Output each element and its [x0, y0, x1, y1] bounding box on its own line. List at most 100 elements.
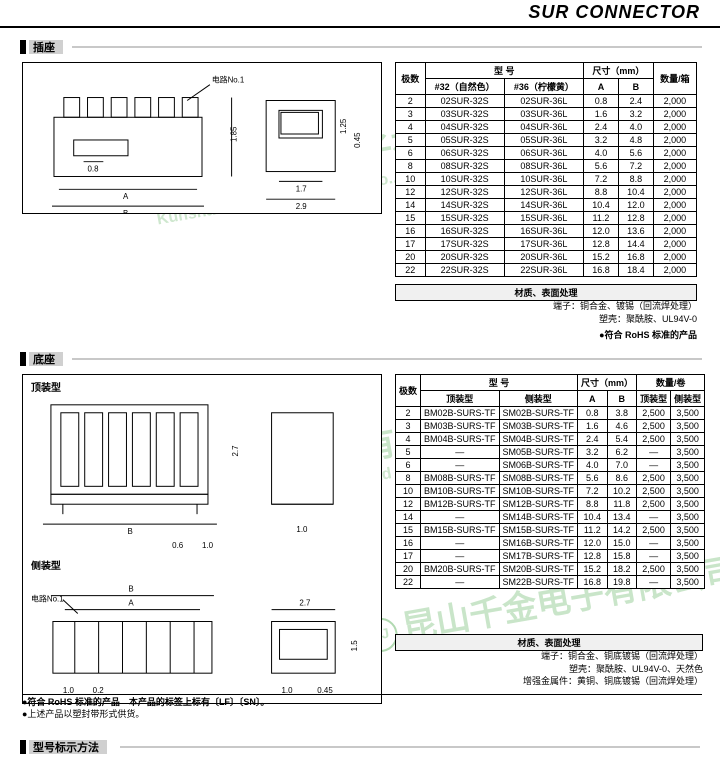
table-cell: BM02B-SURS-TF	[421, 407, 500, 420]
table-cell: BM04B-SURS-TF	[421, 433, 500, 446]
table-cell: BM15B-SURS-TF	[421, 524, 500, 537]
table-cell: 17	[396, 550, 421, 563]
table-cell: 22SUR-32S	[425, 264, 504, 277]
svg-text:B: B	[123, 209, 128, 213]
table-cell: 06SUR-36L	[504, 147, 583, 160]
base-diagram: 顶装型 B 0.6 1.0 2.7 1.0 侧装型 电路No.1	[22, 374, 382, 704]
table-cell: 2,500	[637, 407, 671, 420]
circuit-label: 电路No.1	[212, 75, 244, 85]
table-cell: 2,000	[653, 147, 696, 160]
table-cell: 06SUR-32S	[425, 147, 504, 160]
socket-table: 极数 型 号 尺寸（mm） 数量/箱 #32（自然色） #36（柠檬黄） A B…	[395, 62, 697, 277]
table-cell: 2.4	[578, 433, 608, 446]
table-cell: 19.8	[607, 576, 637, 589]
material-header: 材质、表面处理	[396, 635, 703, 651]
th-qty: 数量/卷	[637, 375, 705, 391]
svg-text:1.85: 1.85	[230, 126, 239, 142]
table-row: 20BM20B-SURS-TFSM20B-SURS-TF15.218.22,50…	[396, 563, 705, 576]
th-model: 型 号	[425, 63, 583, 79]
table-row: 606SUR-32S06SUR-36L4.05.62,000	[396, 147, 697, 160]
table-cell: 7.2	[584, 173, 619, 186]
table-cell: 2,000	[653, 108, 696, 121]
table-cell: 3.2	[584, 134, 619, 147]
table-cell: 6	[396, 459, 421, 472]
table-cell: 2,500	[637, 485, 671, 498]
table-cell: 12	[396, 186, 426, 199]
table-cell: 15.2	[578, 563, 608, 576]
note-housing: 塑壳：聚酰胺、UL94V-0	[395, 313, 697, 326]
table-cell: 6	[396, 147, 426, 160]
table-cell: 4.0	[584, 147, 619, 160]
table-cell: BM10B-SURS-TF	[421, 485, 500, 498]
table-cell: 3,500	[671, 407, 705, 420]
table-cell: 16.8	[578, 576, 608, 589]
table-cell: 03SUR-36L	[504, 108, 583, 121]
th-poles: 极数	[396, 63, 426, 95]
table-cell: 2	[396, 95, 426, 108]
socket-diagram: 电路No.1 0.8 A B 1.85 1.25 0.45 1.7 2.9	[22, 62, 382, 214]
title-rule	[0, 26, 720, 28]
svg-text:1.25: 1.25	[339, 118, 348, 134]
section-block-icon	[20, 740, 26, 754]
th-model: 型 号	[421, 375, 578, 391]
table-cell: 4.0	[578, 459, 608, 472]
section-block-icon	[20, 40, 26, 54]
table-cell: 12.0	[578, 537, 608, 550]
table-cell: 8.8	[578, 498, 608, 511]
svg-text:2.7: 2.7	[231, 445, 240, 457]
table-row: 1212SUR-32S12SUR-36L8.810.42,000	[396, 186, 697, 199]
table-cell: —	[421, 576, 500, 589]
section-header-socket: 插座	[20, 40, 63, 54]
table-cell: 2,000	[653, 160, 696, 173]
table-cell: 3,500	[671, 563, 705, 576]
table-cell: SM02B-SURS-TF	[499, 407, 578, 420]
table-cell: 5.6	[584, 160, 619, 173]
table-cell: 3,500	[671, 459, 705, 472]
table-cell: 3,500	[671, 446, 705, 459]
table-cell: 10	[396, 485, 421, 498]
table-cell: 3,500	[671, 511, 705, 524]
table-cell: 20SUR-32S	[425, 251, 504, 264]
svg-text:0.45: 0.45	[353, 132, 362, 148]
table-cell: 15.0	[607, 537, 637, 550]
table-cell: 12	[396, 498, 421, 511]
table-cell: 13.6	[618, 225, 653, 238]
table-cell: 12SUR-32S	[425, 186, 504, 199]
th-B: B	[607, 391, 637, 407]
top-mount-label: 顶装型	[31, 379, 61, 394]
table-cell: 2,500	[637, 524, 671, 537]
table-cell: 10.2	[607, 485, 637, 498]
svg-text:0.6: 0.6	[172, 541, 184, 550]
table-cell: SM06B-SURS-TF	[499, 459, 578, 472]
table-cell: —	[421, 511, 500, 524]
table-cell: 13.4	[607, 511, 637, 524]
table-cell: —	[637, 537, 671, 550]
section-header-base: 底座	[20, 352, 63, 366]
table-cell: 22SUR-36L	[504, 264, 583, 277]
table-cell: —	[637, 459, 671, 472]
table-cell: BM12B-SURS-TF	[421, 498, 500, 511]
table-cell: 10SUR-36L	[504, 173, 583, 186]
table-cell: 14.4	[618, 238, 653, 251]
table-cell: SM20B-SURS-TF	[499, 563, 578, 576]
table-cell: BM20B-SURS-TF	[421, 563, 500, 576]
table-cell: 17SUR-36L	[504, 238, 583, 251]
table-cell: 2,000	[653, 95, 696, 108]
table-cell: 11.8	[607, 498, 637, 511]
table-cell: 08SUR-32S	[425, 160, 504, 173]
table-cell: 3.8	[607, 407, 637, 420]
th-36: #36（柠檬黄）	[504, 79, 583, 95]
table-cell: 12.0	[618, 199, 653, 212]
table-cell: 12.8	[618, 212, 653, 225]
svg-text:2.9: 2.9	[296, 202, 307, 211]
section-header-model-code: 型号标示方法	[20, 740, 107, 754]
table-cell: SM08B-SURS-TF	[499, 472, 578, 485]
table-cell: 12SUR-36L	[504, 186, 583, 199]
table-cell: 3,500	[671, 524, 705, 537]
table-cell: SM12B-SURS-TF	[499, 498, 578, 511]
table-cell: 1.6	[584, 108, 619, 121]
th-qty: 数量/箱	[653, 63, 696, 95]
table-cell: 2,000	[653, 186, 696, 199]
table-cell: 2	[396, 407, 421, 420]
table-cell: 2,000	[653, 199, 696, 212]
